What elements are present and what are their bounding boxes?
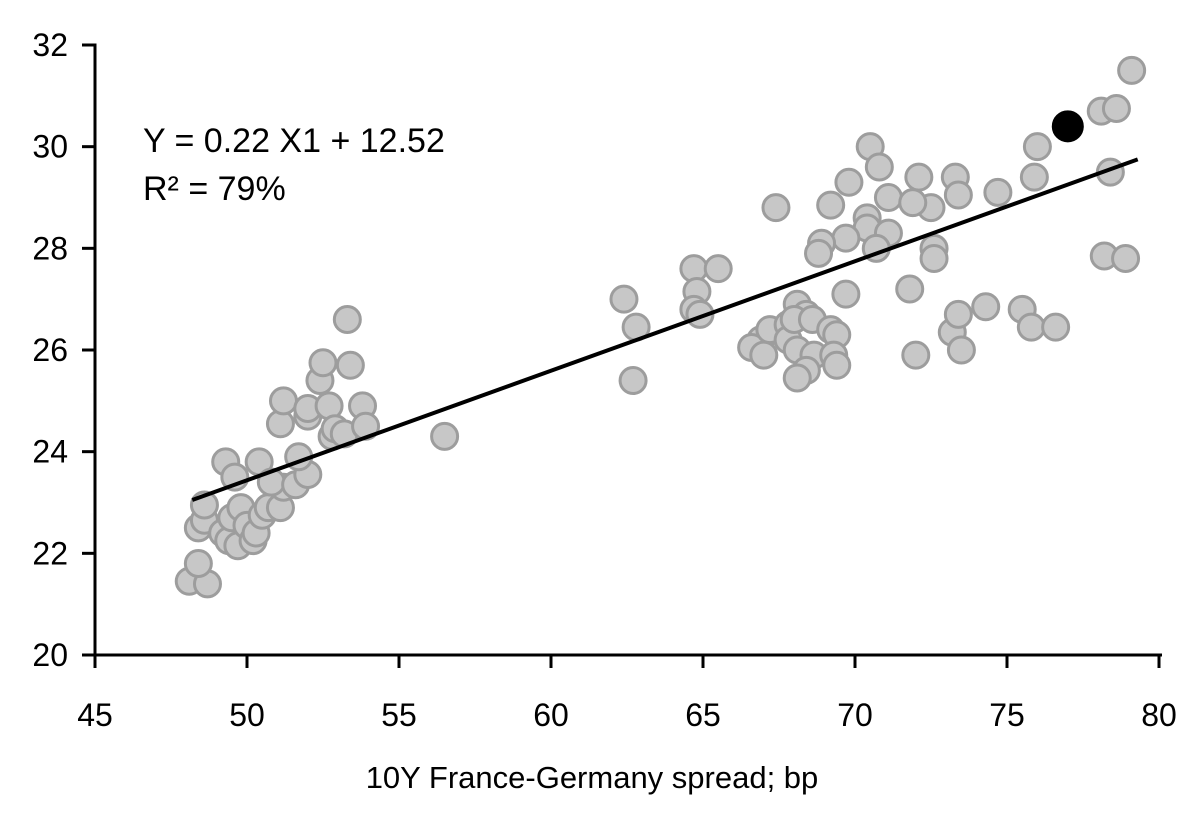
data-point xyxy=(831,223,861,253)
x-axis-title: 10Y France-Germany spread; bp xyxy=(366,760,819,795)
y-tick-label: 28 xyxy=(32,230,68,266)
data-point xyxy=(898,188,928,218)
x-tick-label: 45 xyxy=(77,697,113,733)
data-point xyxy=(308,348,338,378)
data-point xyxy=(834,167,864,197)
regression-equation-label: Y = 0.22 X1 + 12.52 xyxy=(143,122,445,160)
x-tick-label: 70 xyxy=(837,697,873,733)
y-tick-label: 22 xyxy=(32,535,68,571)
data-point xyxy=(804,238,834,268)
x-tick-label: 80 xyxy=(1141,697,1177,733)
data-point xyxy=(183,549,213,578)
data-point xyxy=(1016,312,1046,342)
x-tick-label: 50 xyxy=(229,697,265,733)
trend-line xyxy=(191,157,1139,502)
data-point xyxy=(1111,244,1141,273)
data-point xyxy=(919,244,949,273)
data-point xyxy=(332,305,362,334)
trend-line-group xyxy=(191,157,1139,502)
data-point xyxy=(831,279,861,309)
data-point xyxy=(609,284,639,314)
data-point xyxy=(1022,132,1052,162)
data-point xyxy=(873,183,903,212)
highlight-point-group xyxy=(1051,110,1084,143)
data-point xyxy=(901,340,931,370)
data-point xyxy=(761,193,791,223)
data-point xyxy=(971,292,1001,322)
scatter-points xyxy=(174,55,1147,599)
data-point xyxy=(335,350,365,380)
y-tick-label: 30 xyxy=(32,129,68,165)
data-point xyxy=(895,274,925,304)
data-point xyxy=(946,335,976,365)
y-tick-label: 26 xyxy=(32,332,68,368)
x-tick-label: 60 xyxy=(533,697,569,733)
data-point xyxy=(703,254,733,284)
data-point xyxy=(268,386,298,416)
data-point xyxy=(983,177,1013,207)
data-point xyxy=(1101,94,1131,124)
data-point xyxy=(430,421,460,451)
data-point xyxy=(1117,55,1147,85)
data-point xyxy=(1019,162,1049,192)
data-point xyxy=(904,162,934,192)
x-tick-label: 65 xyxy=(685,697,721,733)
y-tick-label: 32 xyxy=(32,27,68,63)
data-point xyxy=(943,180,973,210)
data-point xyxy=(749,340,779,370)
data-point xyxy=(618,366,648,395)
x-tick-label: 55 xyxy=(381,697,417,733)
data-point xyxy=(1041,312,1071,342)
y-tick-label: 24 xyxy=(32,434,68,470)
data-point xyxy=(864,152,894,182)
data-point xyxy=(782,363,812,393)
data-point xyxy=(943,299,973,329)
data-point xyxy=(816,190,846,220)
highlighted-data-point xyxy=(1051,110,1084,143)
x-tick-label: 75 xyxy=(989,697,1025,733)
axes: 45 50 55 60 65 70 75 80 20 22 24 26 28 30 32 xyxy=(32,27,1176,733)
data-point xyxy=(822,350,852,380)
y-tick-label: 20 xyxy=(32,637,68,673)
r-squared-label: R² = 79% xyxy=(143,170,286,208)
